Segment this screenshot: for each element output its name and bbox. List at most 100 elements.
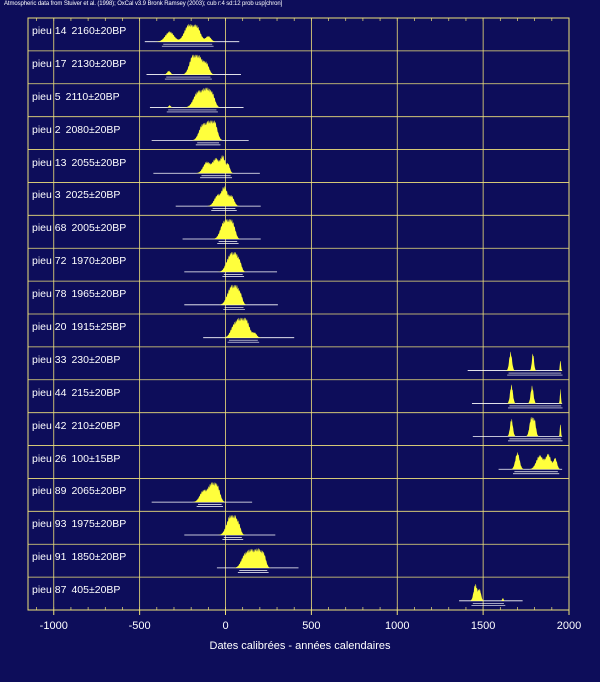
radiocarbon-date: 2080±20BP bbox=[65, 123, 121, 136]
row-label: pieu 20 1915±25BP bbox=[32, 321, 126, 333]
plot-border bbox=[27, 17, 570, 611]
probability-distribution bbox=[184, 251, 277, 272]
row-label: pieu 91 1850±20BP bbox=[32, 551, 126, 563]
sample-name: pieu 44 bbox=[32, 386, 67, 399]
x-tick-label: -500 bbox=[128, 620, 151, 632]
row-distribution bbox=[151, 120, 249, 146]
row-label: pieu 5 2110±20BP bbox=[32, 91, 120, 103]
radiocarbon-date: 1965±20BP bbox=[71, 288, 127, 301]
row-label: pieu 2 2080±20BP bbox=[32, 124, 120, 136]
row-label: pieu 42 210±20BP bbox=[32, 420, 120, 432]
row-distribution bbox=[175, 186, 261, 211]
probability-distribution bbox=[459, 583, 523, 601]
sample-name: pieu 20 bbox=[32, 321, 67, 333]
radiocarbon-date: 1850±20BP bbox=[71, 551, 127, 564]
x-tick-label: 2000 bbox=[556, 620, 582, 632]
row-distribution bbox=[144, 23, 240, 47]
sample-name: pieu 89 bbox=[32, 485, 67, 498]
row-distribution bbox=[498, 452, 563, 475]
sample-name: pieu 13 bbox=[32, 156, 67, 169]
radiocarbon-date: 405±20BP bbox=[71, 584, 121, 597]
row-label: pieu 93 1975±20BP bbox=[32, 518, 126, 530]
row-label: pieu 33 230±20BP bbox=[32, 354, 120, 366]
row-label: pieu 17 2130±20BP bbox=[32, 58, 126, 70]
probability-distribution bbox=[151, 482, 253, 503]
row-label: pieu 26 100±15BP bbox=[32, 453, 120, 465]
row-distribution bbox=[203, 317, 295, 343]
row-distribution bbox=[459, 583, 523, 606]
sample-name: pieu 91 bbox=[32, 551, 67, 564]
x-tick-label: 0 bbox=[222, 620, 229, 632]
sample-name: pieu 33 bbox=[32, 353, 67, 366]
radiocarbon-date: 100±15BP bbox=[71, 452, 121, 465]
row-distribution bbox=[184, 284, 278, 310]
row-label: pieu 87 405±20BP bbox=[32, 584, 120, 596]
row-distribution bbox=[472, 416, 563, 442]
sample-name: pieu 2 bbox=[32, 123, 61, 136]
row-label: pieu 3 2025±20BP bbox=[32, 189, 120, 201]
radiocarbon-date: 2025±20BP bbox=[65, 189, 121, 202]
row-distribution bbox=[471, 384, 563, 409]
probability-distribution bbox=[153, 155, 260, 174]
probability-distribution bbox=[182, 219, 261, 239]
row-label: pieu 44 215±20BP bbox=[32, 387, 120, 399]
row-label: pieu 13 2055±20BP bbox=[32, 157, 126, 169]
sample-name: pieu 78 bbox=[32, 288, 67, 301]
radiocarbon-date: 210±20BP bbox=[71, 419, 121, 432]
radiocarbon-date: 215±20BP bbox=[71, 386, 121, 399]
plot-frame bbox=[27, 17, 570, 611]
sample-name: pieu 5 bbox=[32, 90, 61, 103]
radiocarbon-date: 2055±20BP bbox=[71, 156, 127, 169]
sample-name: pieu 93 bbox=[32, 518, 67, 531]
row-distribution bbox=[184, 251, 278, 277]
row-label: pieu 89 2065±20BP bbox=[32, 485, 126, 497]
sample-name: pieu 72 bbox=[32, 255, 67, 268]
row-distribution bbox=[467, 351, 563, 376]
row-label: pieu 72 1970±20BP bbox=[32, 255, 126, 267]
x-tick-label: 1500 bbox=[470, 620, 496, 632]
x-axis-label: Dates calibrées - années calendaires bbox=[209, 640, 391, 652]
sample-name: pieu 87 bbox=[32, 584, 67, 597]
radiocarbon-date: 1915±25BP bbox=[71, 321, 127, 333]
row-distribution bbox=[182, 219, 261, 244]
probability-distribution bbox=[203, 317, 295, 338]
row-label: pieu 68 2005±20BP bbox=[32, 222, 126, 234]
row-distribution bbox=[151, 482, 253, 507]
radiocarbon-date: 1970±20BP bbox=[71, 255, 127, 268]
sample-name: pieu 14 bbox=[32, 25, 67, 37]
x-tick-label: 500 bbox=[302, 620, 321, 632]
row-label: pieu 78 1965±20BP bbox=[32, 288, 126, 300]
grid-lines bbox=[28, 18, 570, 615]
radiocarbon-date: 2110±20BP bbox=[65, 90, 120, 103]
probability-distribution bbox=[151, 120, 249, 141]
probability-distribution bbox=[184, 284, 278, 305]
row-label: pieu 14 2160±20BP bbox=[32, 25, 126, 37]
radiocarbon-date: 230±20BP bbox=[71, 353, 121, 366]
sample-name: pieu 42 bbox=[32, 419, 67, 432]
probability-distribution bbox=[175, 186, 261, 207]
radiocarbon-date: 1975±20BP bbox=[71, 518, 127, 531]
radiocarbon-date: 2065±20BP bbox=[71, 485, 127, 498]
x-tick-label: 1000 bbox=[385, 620, 410, 632]
row-distribution bbox=[153, 155, 260, 179]
probability-distribution bbox=[184, 515, 276, 535]
radiocarbon-date: 2005±20BP bbox=[71, 222, 127, 235]
sample-name: pieu 68 bbox=[32, 222, 67, 235]
probability-distribution bbox=[498, 452, 563, 470]
probability-distribution bbox=[216, 548, 299, 568]
rows-group bbox=[144, 23, 563, 606]
row-distribution bbox=[184, 515, 276, 540]
sample-name: pieu 17 bbox=[32, 57, 67, 70]
radiocarbon-date: 2160±20BP bbox=[71, 25, 127, 37]
sample-name: pieu 3 bbox=[32, 189, 61, 202]
row-distribution bbox=[146, 54, 241, 80]
row-distribution bbox=[149, 87, 244, 113]
probability-distribution bbox=[146, 54, 241, 75]
probability-distribution bbox=[144, 23, 240, 42]
row-distribution bbox=[216, 548, 299, 573]
probability-distribution bbox=[149, 87, 244, 108]
x-tick-label: -1000 bbox=[39, 620, 68, 632]
radiocarbon-date: 2130±20BP bbox=[71, 57, 127, 70]
